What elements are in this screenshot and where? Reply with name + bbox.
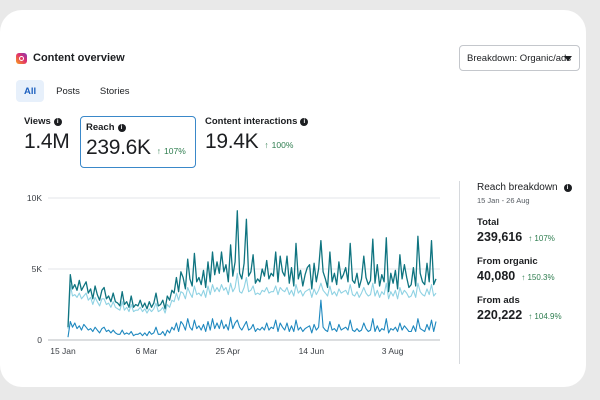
content-type-tabs: All Posts Stories [16, 80, 137, 102]
chart-x-axis: 15 Jan 6 Mar 25 Apr 14 Jun 3 Aug [50, 346, 404, 356]
metric-interactions-change: ↑ 100% [264, 140, 293, 150]
content-overview-header: Content overview [16, 50, 125, 66]
chevron-down-icon [564, 56, 572, 61]
stat-total-value: 239,616 [477, 230, 523, 244]
metric-reach-label: Reach [86, 122, 115, 133]
y-tick-label: 10K [27, 193, 42, 203]
series-line-organic [67, 299, 437, 338]
metric-views[interactable]: Views i 1.4M [24, 116, 70, 154]
tab-stories-label: Stories [99, 85, 130, 97]
stat-organic-change-value: 150.3% [527, 273, 555, 282]
metric-reach-change-value: 107% [164, 146, 186, 156]
info-icon[interactable]: i [300, 117, 309, 126]
stat-ads-change: ↑ 104.9% [528, 312, 561, 321]
x-tick-label: 15 Jan [50, 346, 76, 356]
chart-y-axis: 0 5K 10K [27, 193, 42, 345]
x-tick-label: 6 Mar [136, 346, 158, 356]
metric-views-value: 1.4M [24, 130, 70, 153]
reach-breakdown-title: Reach breakdown [477, 182, 558, 193]
metric-reach-change: ↑ 107% [157, 146, 186, 156]
stat-total-change-value: 107% [534, 234, 555, 243]
series-line-total [67, 210, 437, 328]
metric-reach-value: 239.6K [86, 136, 151, 159]
y-tick-label: 0 [37, 335, 42, 345]
metric-interactions-value: 19.4K [205, 130, 259, 153]
tab-all[interactable]: All [16, 80, 45, 102]
stat-total-label: Total [477, 217, 499, 228]
breakdown-dropdown[interactable]: Breakdown: Organic/ads [459, 45, 580, 71]
instagram-icon [16, 52, 27, 64]
chart-series [67, 210, 437, 338]
tab-stories[interactable]: Stories [92, 80, 138, 102]
stat-ads-label: From ads [477, 295, 520, 306]
x-tick-label: 14 Jun [299, 346, 325, 356]
series-line-ads [67, 272, 437, 329]
arrow-up-icon: ↑ [156, 146, 162, 156]
arrow-up-icon: ↑ [521, 273, 528, 282]
metric-reach[interactable]: Reach i 239.6K ↑ 107% [80, 116, 196, 168]
info-icon[interactable]: i [53, 117, 62, 126]
metric-views-label: Views [24, 116, 51, 127]
stat-ads: From ads 220,222 ↑ 104.9% [477, 295, 587, 322]
x-tick-label: 3 Aug [382, 346, 404, 356]
arrow-up-icon: ↑ [264, 140, 269, 150]
metric-interactions-change-value: 100% [271, 140, 294, 150]
stat-ads-change-value: 104.9% [534, 312, 562, 321]
stat-organic-change: ↑ 150.3% [521, 273, 554, 282]
breakdown-dropdown-label: Breakdown: Organic/ads [467, 52, 572, 64]
arrow-up-icon: ↑ [528, 234, 535, 243]
stat-organic-value: 40,080 [477, 269, 516, 283]
stat-total-change: ↑ 107% [528, 234, 555, 243]
arrow-up-icon: ↑ [528, 312, 535, 321]
reach-breakdown-panel: Reach breakdown i 15 Jan - 26 Aug Total … [477, 182, 587, 322]
y-tick-label: 5K [32, 264, 43, 274]
stat-organic-label: From organic [477, 256, 538, 267]
reach-line-chart[interactable]: 0 5K 10K 15 Jan 6 Mar 25 Apr 14 Jun 3 Aug [24, 190, 449, 360]
tab-all-label: All [24, 85, 37, 97]
x-tick-label: 25 Apr [216, 346, 241, 356]
panel-divider [459, 181, 460, 364]
metric-content-interactions[interactable]: Content interactions i 19.4K ↑ 100% [205, 116, 309, 154]
stat-organic: From organic 40,080 ↑ 150.3% [477, 256, 587, 283]
reach-breakdown-date-range: 15 Jan - 26 Aug [477, 196, 530, 205]
tab-posts-label: Posts [56, 85, 80, 97]
info-icon[interactable]: i [117, 123, 126, 132]
stat-ads-value: 220,222 [477, 308, 523, 322]
tab-posts[interactable]: Posts [48, 80, 88, 102]
page-title: Content overview [33, 52, 125, 64]
chart-grid [48, 197, 440, 341]
info-icon[interactable]: i [563, 183, 572, 192]
metric-interactions-label: Content interactions [205, 116, 298, 127]
stat-total: Total 239,616 ↑ 107% [477, 217, 587, 244]
